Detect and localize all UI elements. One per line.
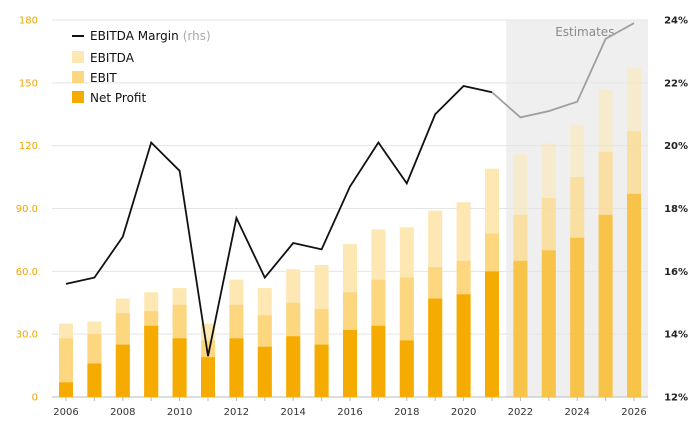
net-profit-bar [257, 346, 272, 397]
net-profit-bar [343, 329, 357, 397]
legend-label-ebit: EBIT [90, 71, 117, 85]
net-profit-bar [541, 250, 556, 397]
left-tick-label: 0 [32, 393, 38, 404]
legend-label-ebitda-margin: EBITDA Margin (rhs) [90, 29, 211, 43]
net-profit-bar [456, 294, 471, 397]
legend-label-net-profit: Net Profit [90, 91, 146, 105]
right-tick-label: 14% [664, 330, 688, 341]
right-tick-label: 12% [664, 393, 688, 404]
x-tick-label: 2018 [394, 407, 419, 418]
left-tick-label: 60.0 [16, 267, 38, 278]
ebitda-margin-line-estimate [491, 22, 635, 119]
left-tick-label: 90.0 [16, 204, 38, 215]
legend-swatch-ebit [72, 71, 84, 83]
net-profit-bar [229, 338, 244, 397]
x-tick-label: 2024 [564, 407, 589, 418]
estimates-label: Estimates [555, 25, 614, 39]
net-profit-bar [144, 325, 159, 397]
net-profit-bar [570, 237, 585, 397]
net-profit-bar [59, 382, 73, 397]
right-tick-label: 16% [664, 267, 688, 278]
net-profit-bar [627, 193, 641, 397]
legend-swatch-net-profit [72, 91, 84, 103]
x-tick-label: 2026 [621, 407, 646, 418]
x-tick-label: 2008 [110, 407, 135, 418]
x-tick-label: 2006 [53, 407, 78, 418]
legend-series-suffix: (rhs) [183, 29, 211, 43]
net-profit-bar [87, 363, 102, 397]
net-profit-bar [399, 340, 414, 397]
ebitda-margin-line [65, 84, 493, 357]
right-tick-label: 24% [664, 16, 688, 27]
legend-swatch-ebitda [72, 51, 84, 63]
net-profit-bar [371, 325, 386, 397]
x-tick-label: 2010 [167, 407, 192, 418]
legend-label-ebitda: EBITDA [90, 51, 135, 65]
right-tick-label: 22% [664, 78, 688, 89]
net-profit-bar [485, 271, 499, 397]
net-profit-bar [286, 336, 301, 397]
x-tick-label: 2014 [280, 407, 305, 418]
net-profit-bar [428, 298, 443, 397]
right-tick-label: 18% [664, 204, 688, 215]
net-profit-bar [314, 344, 329, 397]
legend-series-name: EBITDA Margin [90, 29, 179, 43]
net-profit-bar [598, 214, 613, 397]
x-tick-label: 2022 [508, 407, 533, 418]
x-tick-label: 2020 [451, 407, 476, 418]
right-tick-label: 20% [664, 141, 688, 152]
net-profit-bar [201, 357, 215, 397]
x-tick-label: 2016 [337, 407, 362, 418]
left-tick-label: 120 [19, 141, 38, 152]
left-tick-label: 30.0 [16, 330, 38, 341]
net-profit-bar [172, 338, 187, 397]
left-tick-label: 180 [19, 16, 38, 27]
net-profit-bar [115, 344, 130, 397]
x-tick-label: 2012 [224, 407, 249, 418]
left-tick-label: 150 [19, 78, 38, 89]
net-profit-bar [513, 260, 528, 397]
